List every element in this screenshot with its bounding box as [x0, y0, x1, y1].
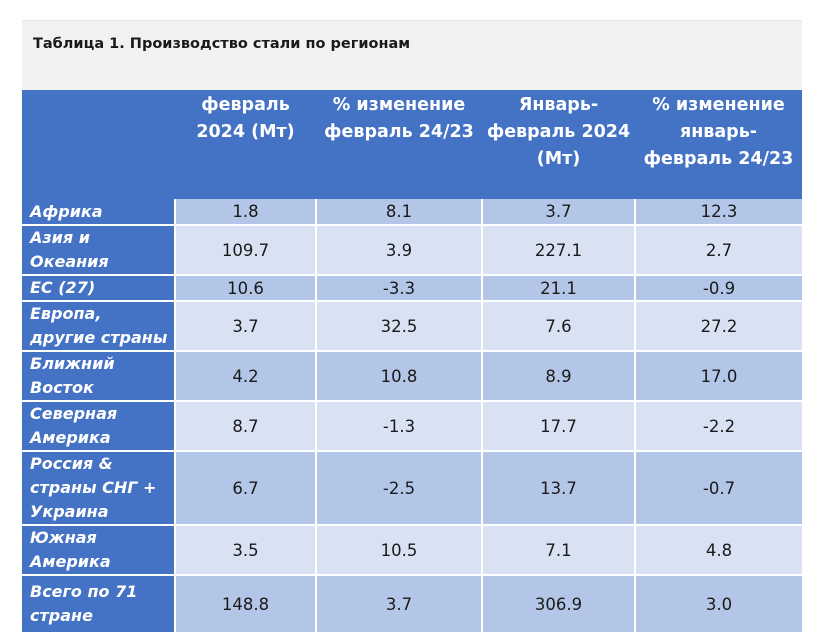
table-row: Ближний Восток 4.2 10.8 8.9 17.0 [22, 351, 802, 402]
table-row: Северная Америка 8.7 -1.3 17.7 -2.2 [22, 401, 802, 452]
value-cell: 6.7 [174, 451, 316, 526]
header-feb-2024: февраль 2024 (Мт) [175, 90, 316, 199]
value-cell: -0.7 [634, 451, 802, 526]
value-cell: 8.7 [174, 401, 316, 452]
header-jan-feb-change: % изменение январь-февраль 24/23 [635, 90, 802, 199]
region-cell: Всего по 71 стране [22, 575, 175, 634]
value-cell: 306.9 [481, 575, 635, 634]
value-cell: 10.8 [315, 351, 482, 402]
value-cell: 3.9 [315, 225, 482, 276]
value-cell: 3.7 [315, 575, 482, 634]
value-cell: 4.8 [634, 525, 802, 576]
value-cell: 17.7 [481, 401, 635, 452]
value-cell: 17.0 [634, 351, 802, 402]
value-cell: 13.7 [481, 451, 635, 526]
value-cell: 12.3 [634, 199, 802, 226]
value-cell: 10.5 [315, 525, 482, 576]
value-cell: 10.6 [174, 275, 316, 302]
value-cell: 32.5 [315, 301, 482, 352]
value-cell: -1.3 [315, 401, 482, 452]
steel-production-table: февраль 2024 (Мт) % изменение февраль 24… [22, 90, 802, 634]
value-cell: 7.1 [481, 525, 635, 576]
table-row: ЕС (27) 10.6 -3.3 21.1 -0.9 [22, 275, 802, 302]
value-cell: 148.8 [174, 575, 316, 634]
header-row: февраль 2024 (Мт) % изменение февраль 24… [22, 90, 802, 199]
region-cell: Азия и Океания [22, 225, 175, 276]
value-cell: -2.2 [634, 401, 802, 452]
region-cell: Южная Америка [22, 525, 175, 576]
value-cell: 3.0 [634, 575, 802, 634]
value-cell: 8.9 [481, 351, 635, 402]
table-row: Африка 1.8 8.1 3.7 12.3 [22, 199, 802, 226]
value-cell: 3.7 [481, 199, 635, 226]
value-cell: 8.1 [315, 199, 482, 226]
value-cell: 2.7 [634, 225, 802, 276]
region-cell: Северная Америка [22, 401, 175, 452]
table-row: Южная Америка 3.5 10.5 7.1 4.8 [22, 525, 802, 576]
header-region [22, 90, 175, 199]
table-row: Россия & страны СНГ + Украина 6.7 -2.5 1… [22, 451, 802, 526]
table-title: Таблица 1. Производство стали по региона… [22, 20, 802, 90]
value-cell: 3.7 [174, 301, 316, 352]
value-cell: 109.7 [174, 225, 316, 276]
region-cell: Ближний Восток [22, 351, 175, 402]
value-cell: 7.6 [481, 301, 635, 352]
region-cell: Европа, другие страны [22, 301, 175, 352]
region-cell: ЕС (27) [22, 275, 175, 302]
table-container: Таблица 1. Производство стали по региона… [22, 20, 802, 634]
header-jan-feb-2024: Январь-февраль 2024 (Мт) [482, 90, 635, 199]
table-row: Европа, другие страны 3.7 32.5 7.6 27.2 [22, 301, 802, 352]
value-cell: -2.5 [315, 451, 482, 526]
table-row-total: Всего по 71 стране 148.8 3.7 306.9 3.0 [22, 575, 802, 634]
value-cell: 27.2 [634, 301, 802, 352]
value-cell: 4.2 [174, 351, 316, 402]
region-cell: Африка [22, 199, 175, 226]
region-cell: Россия & страны СНГ + Украина [22, 451, 175, 526]
value-cell: 227.1 [481, 225, 635, 276]
value-cell: 21.1 [481, 275, 635, 302]
header-feb-change: % изменение февраль 24/23 [316, 90, 482, 199]
value-cell: 3.5 [174, 525, 316, 576]
value-cell: -0.9 [634, 275, 802, 302]
value-cell: -3.3 [315, 275, 482, 302]
table-row: Азия и Океания 109.7 3.9 227.1 2.7 [22, 225, 802, 276]
value-cell: 1.8 [174, 199, 316, 226]
